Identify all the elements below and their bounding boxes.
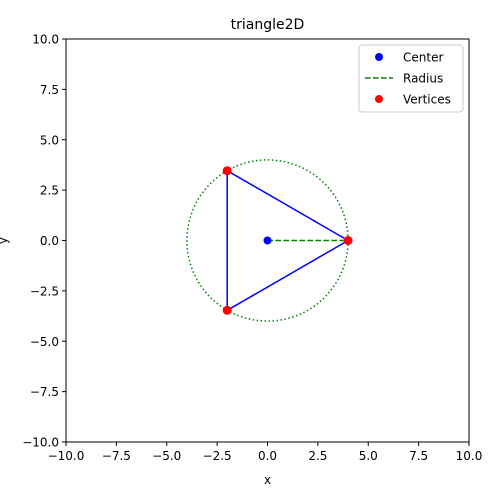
- axes: −10.0 −7.5 −5.0 −2.5 0.0 2.5 5.0 7.5 10.0 −10.0 −7…: [22, 33, 482, 464]
- y-tick-label: 0.0: [40, 234, 59, 248]
- legend-label-radius: Radius: [403, 72, 443, 86]
- y-tick-label: −5.0: [30, 335, 59, 349]
- x-tick-label: 2.5: [308, 449, 327, 463]
- x-tick-label: 0.0: [258, 449, 277, 463]
- plot-content: [186, 159, 353, 322]
- x-tick-label: 7.5: [409, 449, 428, 463]
- y-tick-label: 7.5: [40, 83, 59, 97]
- x-tick-label: 5.0: [359, 449, 378, 463]
- legend-marker-vertices: [375, 95, 383, 103]
- x-axis-title: x: [264, 473, 271, 487]
- plot-frame: [65, 38, 470, 443]
- x-tick-label: −7.5: [102, 449, 131, 463]
- legend: Center Radius Vertices: [358, 44, 464, 113]
- triangle-edge: [226, 170, 349, 242]
- chart-title: triangle2D: [231, 17, 305, 33]
- vertex-point: [343, 236, 353, 245]
- y-axis-title: y: [0, 237, 10, 244]
- center-point: [263, 236, 272, 245]
- x-tick-label: −2.5: [203, 449, 232, 463]
- legend-label-vertices: Vertices: [403, 93, 451, 107]
- vertex-point: [222, 305, 232, 315]
- y-tick-label: −7.5: [30, 385, 59, 399]
- vertex-point: [222, 166, 232, 176]
- y-tick-label: 2.5: [40, 184, 59, 198]
- y-tick-label: 10.0: [32, 33, 59, 47]
- legend-label-center: Center: [403, 51, 443, 65]
- y-tick-label: −2.5: [30, 284, 59, 298]
- x-tick-label: 10.0: [456, 449, 483, 463]
- legend-marker-center: [375, 53, 383, 61]
- y-tick-label: 5.0: [40, 133, 59, 147]
- x-tick-label: −10.0: [48, 449, 85, 463]
- triangle-edge: [226, 239, 349, 311]
- legend-box: [358, 44, 464, 113]
- x-tick-label: −5.0: [152, 449, 181, 463]
- y-tick-label: −10.0: [22, 436, 59, 450]
